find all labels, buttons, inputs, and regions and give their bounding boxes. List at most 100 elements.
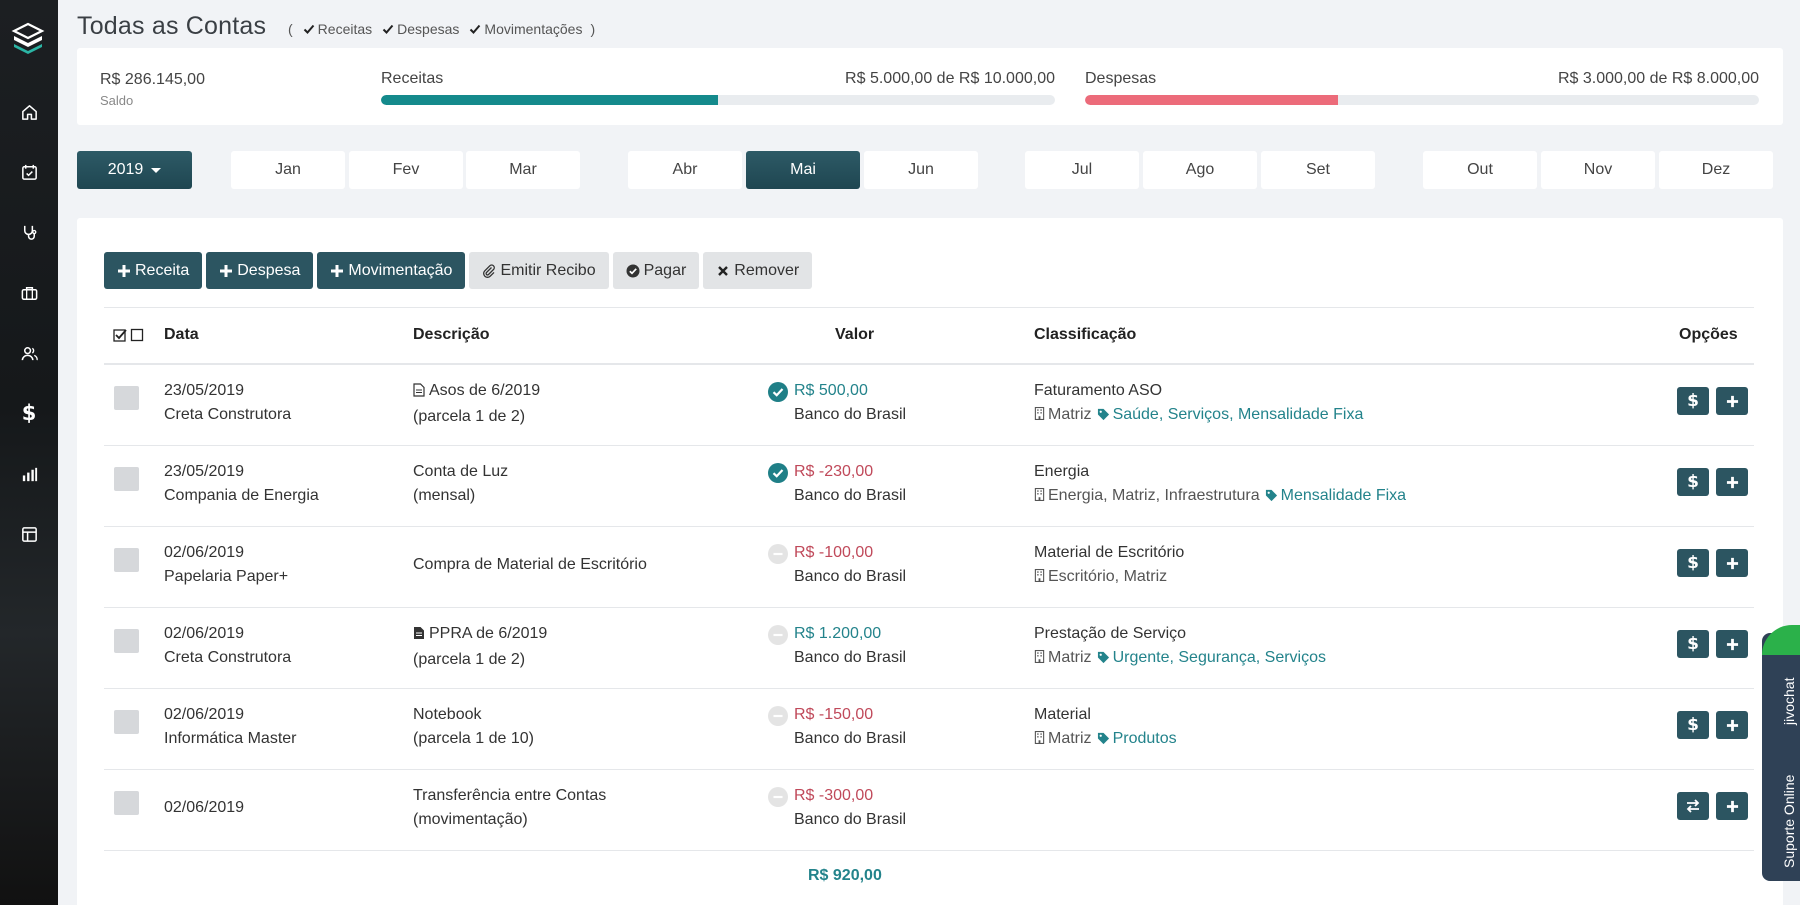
despesas-value: R$ 3.000,00 de R$ 8.000,00	[1557, 70, 1759, 87]
more-button[interactable]	[1716, 549, 1748, 577]
bar-chart-icon[interactable]	[14, 459, 44, 489]
month-mai[interactable]: Mai	[746, 151, 860, 189]
row-checkbox[interactable]	[114, 467, 139, 491]
plus-icon	[1726, 800, 1739, 813]
paperclip-icon	[483, 263, 496, 278]
row-checkbox[interactable]	[114, 548, 139, 572]
month-mar[interactable]: Mar	[466, 151, 580, 189]
filter-receitas[interactable]: Receitas	[303, 21, 372, 37]
month-jun[interactable]: Jun	[864, 151, 978, 189]
class-tags[interactable]: Urgente, Segurança, Serviços	[1112, 649, 1327, 666]
pay-button[interactable]: $	[1677, 630, 1709, 658]
select-all-toggle[interactable]	[113, 328, 144, 342]
row-checkbox[interactable]	[114, 710, 139, 734]
more-button[interactable]	[1716, 792, 1748, 820]
despesas-track	[1085, 95, 1759, 105]
col-header-valor[interactable]: Valor	[835, 326, 875, 343]
col-header-descricao[interactable]: Descrição	[413, 326, 490, 343]
row-party: Compania de Energia	[164, 487, 319, 504]
col-header-data[interactable]: Data	[164, 326, 199, 343]
row-amount: R$ 500,00	[794, 382, 868, 399]
col-header-classificacao[interactable]: Classificação	[1034, 326, 1137, 343]
month-nov[interactable]: Nov	[1541, 151, 1655, 189]
month-jan[interactable]: Jan	[231, 151, 345, 189]
year-dropdown[interactable]: 2019	[77, 151, 192, 189]
filter-group: ( Receitas Despesas Movimentações )	[288, 21, 595, 37]
paid-status-icon[interactable]	[768, 463, 788, 483]
cell-valor: R$ -150,00 Banco do Brasil	[794, 703, 906, 751]
dollar-icon: $	[1687, 472, 1699, 492]
month-abr[interactable]: Abr	[628, 151, 742, 189]
tag-icon	[1097, 405, 1110, 429]
file-solid-icon[interactable]	[413, 624, 425, 648]
pay-button[interactable]: $	[1677, 711, 1709, 739]
chat-brand: jivochat	[1781, 677, 1797, 725]
month-fev[interactable]: Fev	[349, 151, 463, 189]
desc-line: Asos de 6/2019	[413, 379, 540, 405]
transfer-button[interactable]	[1677, 792, 1709, 820]
class-units: Energia, Matriz, Infraestrutura	[1048, 487, 1260, 504]
desc-subtitle: (parcela 1 de 10)	[413, 730, 534, 747]
button-label: Remover	[734, 261, 800, 279]
remover-button[interactable]: Remover	[703, 252, 813, 289]
class-details: Escritório, Matriz	[1034, 565, 1184, 591]
class-tags[interactable]: Saúde, Serviços, Mensalidade Fixa	[1112, 406, 1364, 423]
stethoscope-icon[interactable]	[14, 217, 44, 247]
pending-status-icon[interactable]	[768, 787, 788, 807]
filter-despesas[interactable]: Despesas	[382, 21, 459, 37]
support-chat-widget[interactable]: jivochat Suporte Online	[1762, 625, 1800, 881]
pay-button[interactable]: $	[1677, 468, 1709, 496]
calendar-check-icon[interactable]	[14, 157, 44, 187]
paid-status-icon[interactable]	[768, 382, 788, 402]
more-button[interactable]	[1716, 468, 1748, 496]
add-receita-button[interactable]: Receita	[104, 252, 203, 289]
pending-status-icon[interactable]	[768, 544, 788, 564]
pending-status-icon[interactable]	[768, 706, 788, 726]
class-details: Matriz Produtos	[1034, 727, 1177, 753]
users-icon[interactable]	[14, 338, 44, 368]
dollar-icon[interactable]: $	[21, 401, 37, 425]
month-jul[interactable]: Jul	[1025, 151, 1139, 189]
row-checkbox[interactable]	[114, 386, 139, 410]
emitir-recibo-button[interactable]: Emitir Recibo	[469, 252, 609, 289]
cell-valor: R$ -300,00 Banco do Brasil	[794, 784, 906, 832]
row-checkbox[interactable]	[114, 629, 139, 653]
despesas-label: Despesas	[1085, 70, 1157, 87]
col-header-opcoes: Opções	[1679, 326, 1738, 343]
app-logo-icon[interactable]	[11, 22, 45, 56]
row-account: Banco do Brasil	[794, 649, 907, 666]
month-dez[interactable]: Dez	[1659, 151, 1773, 189]
page-title: Todas as Contas	[77, 12, 267, 40]
cell-descricao: Conta de Luz (mensal)	[413, 460, 508, 508]
check-icon	[382, 24, 394, 34]
row-party: Creta Construtora	[164, 406, 292, 423]
more-button[interactable]	[1716, 630, 1748, 658]
month-ago[interactable]: Ago	[1143, 151, 1257, 189]
file-outline-icon[interactable]	[413, 381, 425, 405]
pagar-button[interactable]: Pagar	[612, 252, 700, 289]
class-tags[interactable]: Produtos	[1112, 730, 1177, 747]
briefcase-icon[interactable]	[14, 278, 44, 308]
add-despesa-button[interactable]: Despesa	[206, 252, 314, 289]
month-set[interactable]: Set	[1261, 151, 1375, 189]
row-date: 02/06/2019	[164, 799, 245, 816]
month-out[interactable]: Out	[1423, 151, 1537, 189]
pending-status-icon[interactable]	[768, 625, 788, 645]
home-icon[interactable]	[14, 97, 44, 127]
class-tags[interactable]: Mensalidade Fixa	[1280, 487, 1407, 504]
layout-icon[interactable]	[14, 519, 44, 549]
desc-subtitle: (parcela 1 de 2)	[413, 651, 526, 668]
row-checkbox[interactable]	[114, 791, 139, 815]
pay-button[interactable]: $	[1677, 387, 1709, 415]
more-button[interactable]	[1716, 711, 1748, 739]
more-button[interactable]	[1716, 387, 1748, 415]
filter-movimentacoes[interactable]: Movimentações	[469, 21, 582, 37]
building-icon	[1034, 648, 1045, 672]
desc-title: Transferência entre Contas	[413, 787, 607, 804]
pay-button[interactable]: $	[1677, 549, 1709, 577]
table-row: 02/06/2019 Creta Construtora PPRA de 6/201…	[104, 608, 1754, 689]
summary-card: R$ 286.145,00 Saldo Receitas R$ 5.000,00…	[77, 48, 1783, 125]
cell-valor: R$ 500,00 Banco do Brasil	[794, 379, 906, 427]
row-date: 23/05/2019	[164, 463, 245, 480]
add-movimentacao-button[interactable]: Movimentação	[317, 252, 466, 289]
